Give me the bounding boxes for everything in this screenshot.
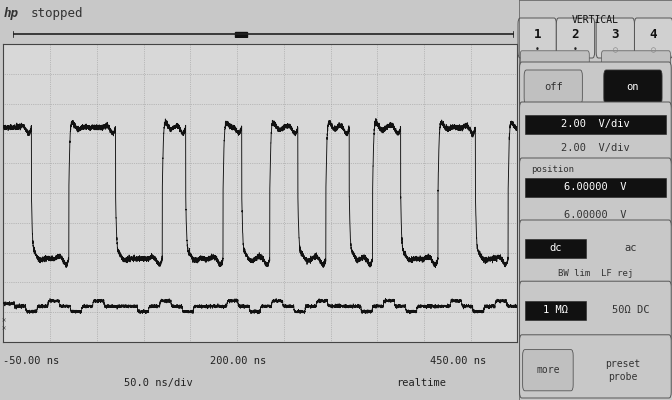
FancyBboxPatch shape [519,335,671,398]
Text: realtime: realtime [396,378,446,388]
Text: more: more [536,366,560,375]
Text: 2.00  V/div: 2.00 V/div [561,120,630,130]
Text: 6.00000  V: 6.00000 V [564,182,627,192]
Text: ✕: ✕ [1,317,5,323]
FancyBboxPatch shape [596,18,634,58]
FancyBboxPatch shape [519,220,671,288]
Text: ✕: ✕ [1,325,5,331]
FancyBboxPatch shape [604,70,662,104]
FancyBboxPatch shape [601,51,671,69]
FancyBboxPatch shape [519,158,671,228]
FancyBboxPatch shape [518,18,556,58]
Text: 4: 4 [650,28,657,40]
Text: hp: hp [3,8,18,20]
Text: •: • [535,46,540,54]
Bar [525,115,666,134]
Bar [525,178,666,197]
Bar [235,32,247,37]
Text: position: position [531,165,574,174]
Text: BW lim  LF rej: BW lim LF rej [558,270,633,278]
Text: dc: dc [549,243,562,254]
Text: on: on [627,82,639,92]
FancyBboxPatch shape [519,102,671,166]
Text: ac: ac [624,243,637,254]
FancyBboxPatch shape [524,70,583,104]
Text: 2.00  V/div: 2.00 V/div [561,143,630,153]
Text: VERTICAL: VERTICAL [572,15,619,25]
Text: 3: 3 [612,28,619,40]
FancyBboxPatch shape [523,350,573,391]
Bar [525,301,586,320]
Text: -50.00 ns: -50.00 ns [3,356,60,366]
Text: ○: ○ [651,46,656,54]
Text: 50.0 ns/div: 50.0 ns/div [124,378,192,388]
Text: ○: ○ [613,46,618,54]
Text: 200.00 ns: 200.00 ns [210,356,267,366]
Text: 2: 2 [572,28,579,40]
Text: •: • [573,46,578,54]
Text: 1 MΩ: 1 MΩ [543,306,568,315]
Text: stopped: stopped [30,8,83,20]
Bar [525,239,586,258]
FancyBboxPatch shape [519,281,671,342]
Text: 50Ω DC: 50Ω DC [612,306,649,315]
Text: preset
probe: preset probe [605,359,640,382]
Text: 450.00 ns: 450.00 ns [430,356,487,366]
Text: 6.00000  V: 6.00000 V [564,210,627,220]
FancyBboxPatch shape [519,62,671,110]
FancyBboxPatch shape [634,18,672,58]
FancyBboxPatch shape [556,18,595,58]
Text: 1: 1 [534,28,541,40]
FancyBboxPatch shape [520,51,589,69]
Text: off: off [544,82,562,92]
